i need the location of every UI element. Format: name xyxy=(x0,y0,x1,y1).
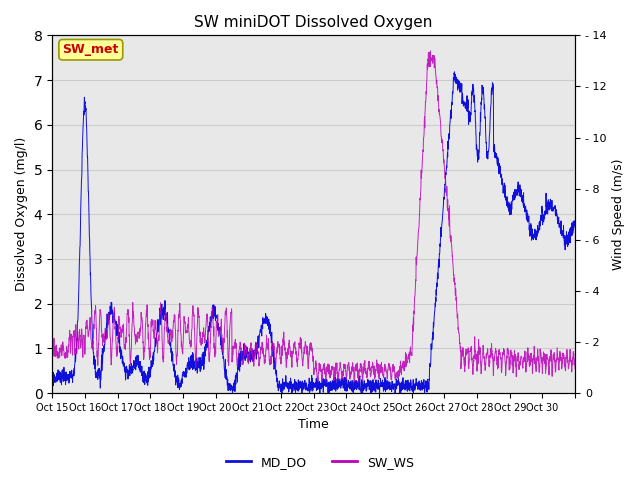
Text: SW_met: SW_met xyxy=(63,43,119,56)
Title: SW miniDOT Dissolved Oxygen: SW miniDOT Dissolved Oxygen xyxy=(195,15,433,30)
Y-axis label: Dissolved Oxygen (mg/l): Dissolved Oxygen (mg/l) xyxy=(15,137,28,291)
Y-axis label: Wind Speed (m/s): Wind Speed (m/s) xyxy=(612,158,625,270)
Legend: MD_DO, SW_WS: MD_DO, SW_WS xyxy=(221,451,419,474)
X-axis label: Time: Time xyxy=(298,419,329,432)
